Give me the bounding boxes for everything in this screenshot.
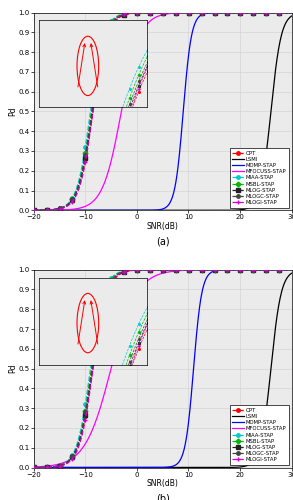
Text: (b): (b) bbox=[156, 493, 170, 500]
Legend: OPT, LSMI, MOMP-STAP, MFOCUSS-STAP, MIAA-STAP, MSBL-STAP, MLOG-STAP, MLOGC-STAP,: OPT, LSMI, MOMP-STAP, MFOCUSS-STAP, MIAA… bbox=[230, 406, 289, 465]
Legend: OPT, LSMI, MOMP-STAP, MFOCUSS-STAP, MIAA-STAP, MSBL-STAP, MLOG-STAP, MLOGC-STAP,: OPT, LSMI, MOMP-STAP, MFOCUSS-STAP, MIAA… bbox=[230, 148, 289, 208]
X-axis label: SNR(dB): SNR(dB) bbox=[147, 222, 178, 231]
X-axis label: SNR(dB): SNR(dB) bbox=[147, 479, 178, 488]
Text: (a): (a) bbox=[156, 236, 169, 246]
Bar bbox=[70, 284, 101, 345]
Y-axis label: Pd: Pd bbox=[8, 106, 17, 116]
Y-axis label: Pd: Pd bbox=[8, 364, 17, 374]
Bar bbox=[70, 26, 101, 88]
